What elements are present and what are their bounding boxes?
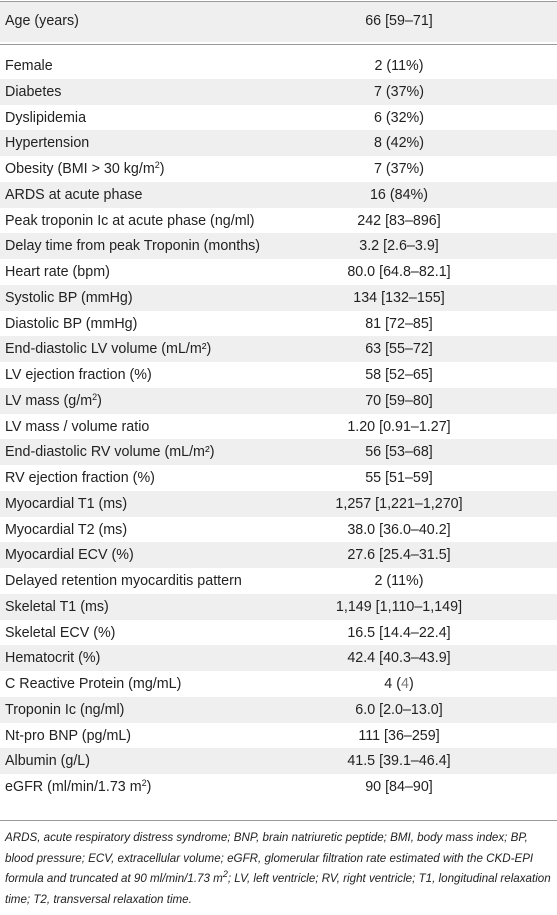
row-label: Heart rate (bpm) bbox=[5, 264, 110, 280]
row-label: Skeletal ECV (%) bbox=[5, 624, 116, 641]
row-label: Hematocrit (%) bbox=[5, 650, 101, 667]
row-value: 3.2 [2.6–3.9] bbox=[359, 238, 439, 255]
row-label-text: eGFR (ml/min/1.73 m bbox=[5, 779, 142, 795]
table-row-stripe bbox=[0, 233, 557, 259]
table-row-stripe bbox=[0, 181, 557, 208]
row-label: eGFR (ml/min/1.73 m2) bbox=[5, 777, 151, 797]
row-value: 27.6 [25.4–31.5] bbox=[347, 547, 451, 564]
row-value: 70 [59–80] bbox=[365, 392, 433, 409]
footnote-text-2: ; LV, left ventricle; RV, right ventricl… bbox=[5, 872, 551, 906]
row-label: Myocardial T1 (ms) bbox=[5, 495, 128, 512]
table-row-stripe bbox=[0, 284, 557, 311]
row-label: Female bbox=[5, 58, 53, 74]
row-value: 134 [132–155] bbox=[353, 289, 445, 306]
row-value: 16.5 [14.4–22.4] bbox=[347, 624, 451, 641]
row-label: LV mass / volume ratio bbox=[5, 418, 150, 435]
row-value: 4 (4) bbox=[330, 674, 468, 694]
row-label: LV mass (g/m2) bbox=[5, 391, 102, 411]
row-label-text-end: ) bbox=[159, 161, 165, 177]
table-row-stripe bbox=[0, 439, 557, 465]
row-label: End-diastolic RV volume (mL/m²) bbox=[5, 444, 215, 461]
row-value: 7 (37%) bbox=[373, 83, 425, 100]
row-value: 38.0 [36.0–40.2] bbox=[347, 521, 451, 538]
table-header-rule bbox=[0, 44, 557, 45]
row-value: 16 (84%) bbox=[369, 186, 428, 203]
row-value: 58 [52–65] bbox=[365, 367, 433, 383]
row-value: 6.0 [2.0–13.0] bbox=[355, 701, 443, 718]
row-value-reference: 4 bbox=[400, 676, 409, 692]
row-value: 242 [83–896] bbox=[357, 212, 441, 229]
table-row-stripe bbox=[0, 696, 557, 723]
row-label: Dyslipidemia bbox=[5, 109, 87, 126]
row-label: ARDS at acute phase bbox=[5, 186, 143, 203]
table-row-stripe bbox=[0, 645, 557, 671]
footnote-superscript: 2 bbox=[222, 869, 228, 879]
header-label: Age (years) bbox=[5, 13, 79, 29]
row-label-superscript: 2 bbox=[154, 160, 160, 170]
row-label: Troponin Ic (ng/ml) bbox=[5, 701, 125, 718]
table-footnote: ARDS, acute respiratory distress syndrom… bbox=[5, 828, 553, 910]
row-label: Myocardial T2 (ms) bbox=[5, 521, 128, 538]
row-label-superscript: 2 bbox=[141, 778, 147, 788]
row-label: End-diastolic LV volume (mL/m²) bbox=[5, 341, 212, 358]
row-value: 63 [55–72] bbox=[365, 341, 433, 358]
row-label: Delay time from peak Troponin (months) bbox=[5, 238, 261, 255]
row-label: RV ejection fraction (%) bbox=[5, 470, 155, 486]
row-value: 56 [53–68] bbox=[365, 444, 433, 461]
row-value: 55 [51–59] bbox=[365, 470, 433, 486]
row-value: 7 (37%) bbox=[373, 161, 425, 177]
table-row-stripe bbox=[0, 748, 557, 774]
table-header-row: Age (years) 66 [59–71] bbox=[0, 2, 557, 42]
row-label-superscript: 2 bbox=[92, 391, 98, 402]
header-value: 66 [59–71] bbox=[365, 13, 433, 29]
row-value: 2 (11%) bbox=[374, 573, 424, 589]
row-value: 42.4 [40.3–43.9] bbox=[347, 650, 451, 667]
table-row-stripe bbox=[0, 593, 557, 620]
row-label: Delayed retention myocarditis pattern bbox=[5, 573, 242, 589]
row-label: Skeletal T1 (ms) bbox=[5, 598, 109, 615]
row-label: Systolic BP (mmHg) bbox=[5, 289, 133, 306]
row-value: 80.0 [64.8–82.1] bbox=[347, 264, 451, 280]
row-label: Hypertension bbox=[5, 135, 90, 152]
row-value: 90 [84–90] bbox=[365, 779, 433, 795]
row-value-text: 4 ( bbox=[384, 676, 401, 692]
row-label: Obesity (BMI > 30 kg/m2) bbox=[5, 159, 165, 179]
row-value: 6 (32%) bbox=[373, 109, 425, 126]
row-value: 1.20 [0.91–1.27] bbox=[347, 418, 451, 435]
row-value: 8 (42%) bbox=[373, 135, 425, 152]
row-label: Nt-pro BNP (pg/mL) bbox=[5, 727, 132, 744]
row-value: 1,149 [1,110–1,149] bbox=[335, 598, 463, 615]
table-row-stripe bbox=[0, 336, 557, 362]
row-label-text: LV mass (g/m bbox=[5, 392, 93, 409]
row-value-text-end: ) bbox=[408, 676, 414, 692]
table-row-stripe bbox=[0, 130, 557, 156]
row-value: 81 [72–85] bbox=[365, 315, 433, 332]
row-label: Diastolic BP (mmHg) bbox=[5, 315, 138, 332]
row-value: 41.5 [39.1–46.4] bbox=[347, 753, 451, 770]
table-row-stripe bbox=[0, 78, 557, 105]
table-bottom-rule bbox=[0, 820, 557, 821]
row-label: Peak troponin Ic at acute phase (ng/ml) bbox=[5, 212, 255, 229]
row-label-text: Obesity (BMI > 30 kg/m bbox=[5, 161, 155, 177]
row-label-text-end: ) bbox=[97, 392, 102, 409]
row-value: 1,257 [1,221–1,270] bbox=[335, 495, 463, 512]
table-row-stripe bbox=[0, 542, 557, 568]
row-label: Diabetes bbox=[5, 83, 62, 100]
row-label: Albumin (g/L) bbox=[5, 753, 91, 770]
table-row-stripe bbox=[0, 490, 557, 517]
row-value: 111 [36–259] bbox=[358, 727, 440, 744]
row-label: C Reactive Protein (mg/mL) bbox=[5, 676, 182, 692]
row-value: 2 (11%) bbox=[374, 58, 424, 74]
row-label-text-end: ) bbox=[146, 779, 152, 795]
table-row-stripe bbox=[0, 387, 557, 414]
table-top-rule bbox=[0, 1, 557, 2]
footnote-text-1: ARDS, acute respiratory distress syndrom… bbox=[5, 831, 534, 885]
row-label: Myocardial ECV (%) bbox=[5, 547, 134, 564]
row-label: LV ejection fraction (%) bbox=[5, 367, 152, 383]
